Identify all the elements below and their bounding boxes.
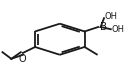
Text: OH: OH <box>104 12 117 21</box>
Text: B: B <box>100 22 107 32</box>
Text: OH: OH <box>111 25 124 34</box>
Text: O: O <box>19 54 26 64</box>
